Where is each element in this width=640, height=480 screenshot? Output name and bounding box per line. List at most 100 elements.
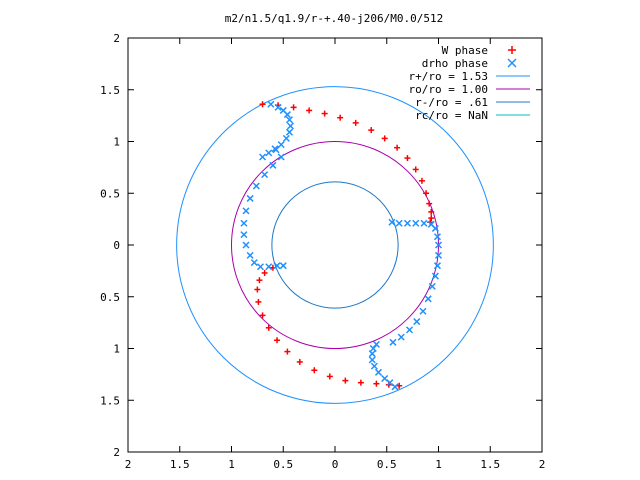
circle-0 bbox=[176, 86, 494, 404]
drho-phase-point bbox=[252, 182, 260, 190]
x-tick-label: 2 bbox=[125, 458, 132, 471]
w-phase-point bbox=[426, 200, 433, 207]
legend-marker bbox=[508, 46, 516, 54]
y-tick-label: 1.5 bbox=[100, 84, 120, 97]
w-phase-point bbox=[255, 298, 262, 305]
w-phase-point bbox=[311, 367, 318, 374]
chart-title: m2/n1.5/q1.9/r-+.40-j206/M0.0/512 bbox=[225, 12, 444, 25]
drho-phase-point bbox=[420, 219, 428, 227]
w-phase-point bbox=[373, 380, 380, 387]
drho-phase-point bbox=[388, 218, 396, 226]
w-phase-point bbox=[412, 166, 419, 173]
w-phase-point bbox=[342, 377, 349, 384]
drho-phase-point bbox=[369, 344, 377, 353]
drho-phase-point bbox=[412, 219, 420, 227]
drho-phase-point bbox=[246, 251, 254, 259]
w-phase-point bbox=[423, 190, 430, 197]
x-tick-label: 1 bbox=[228, 458, 235, 471]
drho-phase-point bbox=[256, 263, 265, 271]
drho-phase-point bbox=[286, 122, 295, 130]
w-phase-point bbox=[428, 215, 435, 222]
drho-phase-point bbox=[285, 116, 293, 124]
drho-phase-point bbox=[277, 141, 285, 149]
x-tick-label: 1 bbox=[435, 458, 442, 471]
x-tick-label: 1.5 bbox=[480, 458, 500, 471]
drho-phase-point bbox=[267, 100, 275, 108]
drho-phase-point bbox=[265, 149, 273, 157]
drho-phase-point bbox=[391, 383, 399, 391]
w-phase-point bbox=[290, 104, 297, 111]
w-phase-point bbox=[321, 110, 328, 117]
drho-phase-point bbox=[374, 368, 383, 376]
w-phase-point bbox=[381, 135, 388, 142]
circle-2 bbox=[271, 181, 399, 309]
reference-circles bbox=[176, 86, 494, 404]
data-points bbox=[240, 100, 443, 391]
w-phase-point bbox=[352, 119, 359, 126]
y-tick-label: 1 bbox=[113, 343, 120, 356]
drho-phase-point bbox=[413, 318, 421, 326]
y-tick-label: 1.5 bbox=[100, 394, 120, 407]
drho-phase-point bbox=[282, 134, 290, 142]
drho-phase-point bbox=[419, 307, 427, 315]
drho-phase-point bbox=[240, 231, 248, 239]
drho-phase-point bbox=[242, 207, 250, 215]
x-tick-label: 0.5 bbox=[377, 458, 397, 471]
legend-label: ro/ro = 1.00 bbox=[409, 83, 488, 96]
w-phase-point bbox=[428, 208, 435, 215]
w-phase-point bbox=[256, 277, 263, 284]
drho-phase-point bbox=[269, 161, 277, 169]
legend-marker bbox=[507, 58, 517, 68]
drho-phase-point bbox=[265, 263, 273, 271]
drho-phase-point bbox=[285, 128, 293, 136]
w-phase-point bbox=[254, 286, 261, 293]
drho-phase-point bbox=[431, 224, 439, 232]
drho-phase-point bbox=[271, 145, 279, 153]
drho-phase-point bbox=[405, 326, 414, 334]
legend-label: drho phase bbox=[422, 57, 488, 70]
drho-phase-point bbox=[277, 153, 285, 161]
drho-phase-point bbox=[403, 219, 411, 227]
y-tick-label: 0.5 bbox=[100, 291, 120, 304]
w-phase-point bbox=[418, 177, 425, 184]
drho-phase-point bbox=[240, 219, 248, 227]
legend-label: r+/ro = 1.53 bbox=[409, 70, 488, 83]
drho-phase-point bbox=[368, 350, 376, 358]
w-phase-point bbox=[259, 101, 266, 108]
drho-phase-point bbox=[434, 241, 443, 249]
drho-phase-point bbox=[389, 338, 397, 346]
x-tick-label: 0 bbox=[332, 458, 339, 471]
drho-phase-point bbox=[261, 171, 269, 179]
w-phase-point bbox=[265, 324, 272, 331]
axis-ticks: 2 1.5 1 0.5 0 0.5 1 1.5 221.510.500.511.52 bbox=[100, 32, 545, 471]
drho-phase-point bbox=[368, 356, 376, 364]
x-tick-label: 2 bbox=[539, 458, 546, 471]
drho-phase-point bbox=[279, 262, 287, 270]
drho-phase-point bbox=[274, 103, 282, 111]
x-tick-label: 1.5 bbox=[170, 458, 190, 471]
drho-phase-point bbox=[431, 272, 439, 280]
x-tick-label: 0.5 bbox=[273, 458, 293, 471]
w-phase-point bbox=[296, 358, 303, 365]
w-phase-point bbox=[337, 114, 344, 121]
drho-phase-point bbox=[273, 262, 281, 270]
drho-phase-point bbox=[397, 333, 405, 341]
drho-phase-point bbox=[242, 241, 250, 249]
y-tick-label: 2 bbox=[113, 446, 120, 459]
legend-label: r-/ro = .61 bbox=[415, 96, 488, 109]
w-phase-point bbox=[396, 382, 403, 389]
w-phase-point bbox=[326, 373, 333, 380]
w-phase-point bbox=[306, 107, 313, 114]
w-phase-point bbox=[394, 144, 401, 151]
legend-label: W phase bbox=[442, 44, 488, 57]
w-phase-point bbox=[368, 127, 375, 134]
drho-phase-point bbox=[246, 194, 254, 202]
y-tick-label: 0.5 bbox=[100, 187, 120, 200]
w-phase-point bbox=[357, 379, 364, 386]
drho-phase-point bbox=[434, 251, 443, 259]
drho-phase-point bbox=[428, 282, 436, 290]
drho-phase-point bbox=[250, 259, 258, 267]
drho-phase-point bbox=[433, 262, 441, 270]
